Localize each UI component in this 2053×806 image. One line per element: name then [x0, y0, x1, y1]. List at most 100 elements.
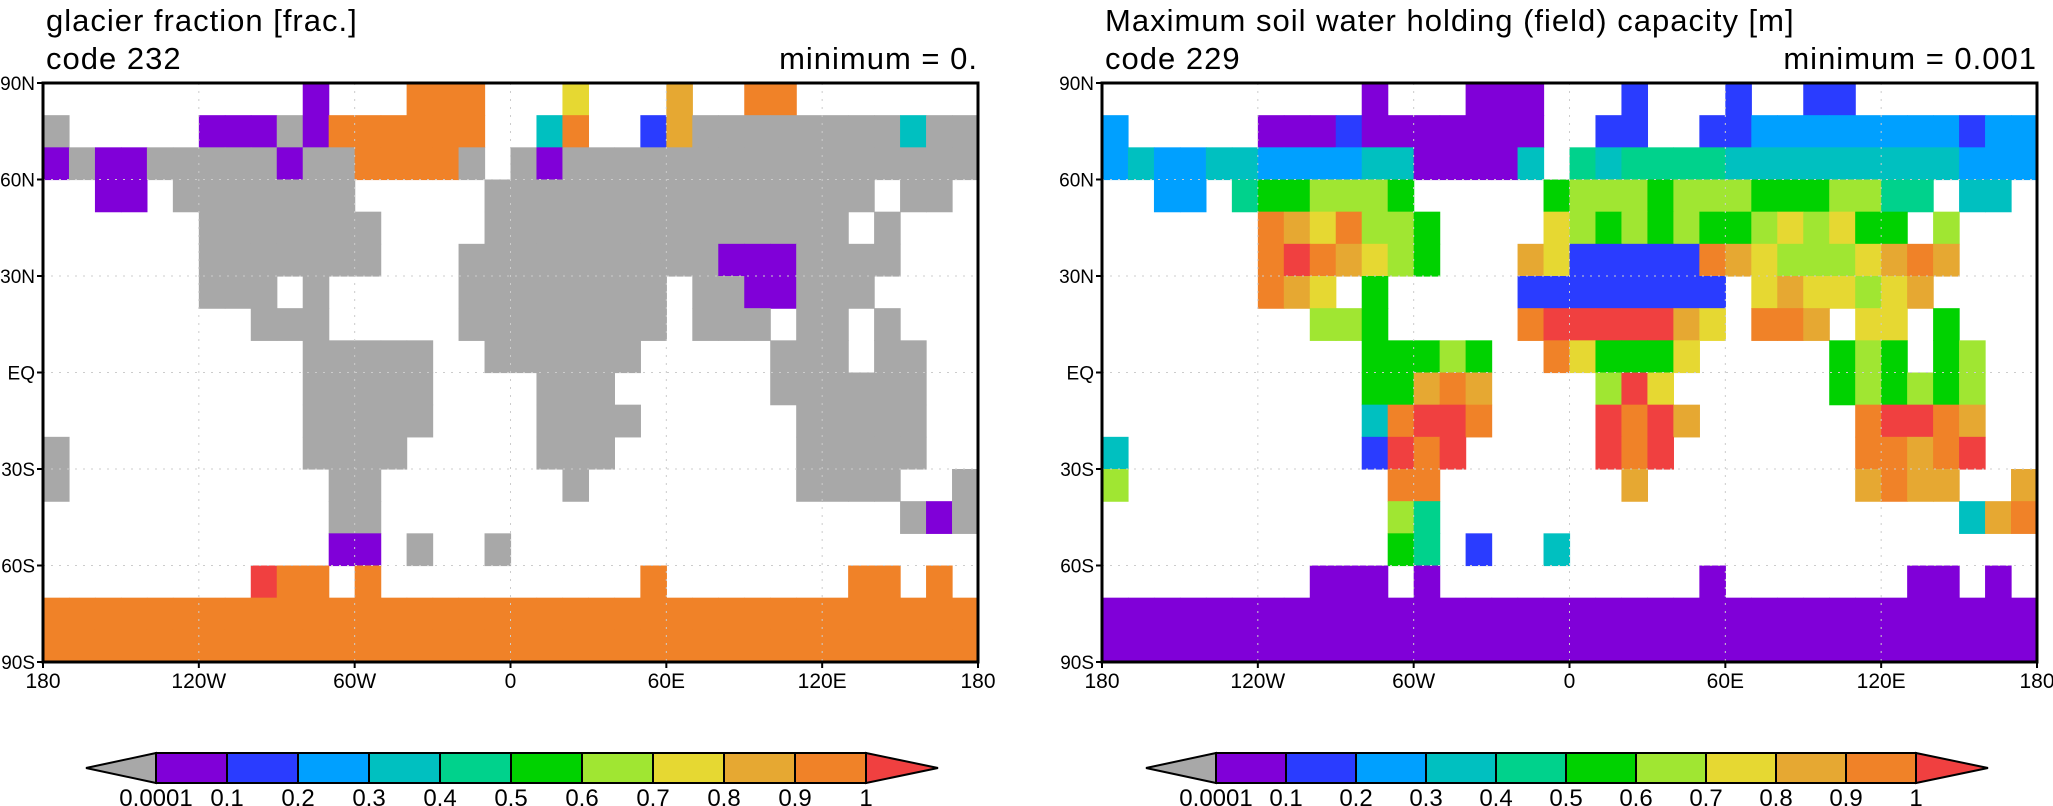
grid-cell: [562, 597, 590, 631]
grid-cell: [718, 276, 745, 309]
grid-cell: [1569, 308, 1597, 341]
grid-cell: [952, 147, 979, 181]
panel-title: glacier fraction [frac.]: [46, 3, 358, 38]
colorbar-under-triangle: [1145, 751, 1217, 785]
grid-cell: [1959, 629, 1986, 663]
grid-cell: [406, 340, 434, 374]
grid-cell: [1777, 276, 1804, 309]
grid-cell: [874, 597, 901, 631]
grid-cell: [1621, 404, 1649, 438]
grid-cell: [1335, 115, 1363, 148]
grid-cell: [1439, 372, 1467, 406]
grid-cell: [1699, 147, 1726, 181]
grid-cell: [614, 179, 641, 213]
grid-cell: [744, 308, 771, 341]
grid-cell: [328, 629, 356, 663]
grid-cell: [250, 276, 278, 309]
lon-tick-label: 60W: [333, 670, 376, 693]
grid-cell: [900, 404, 927, 438]
grid-cell: [1361, 340, 1389, 374]
grid-cell: [1959, 147, 1986, 181]
grid-cell: [614, 340, 641, 374]
grid-cell: [1543, 243, 1571, 277]
grid-cell: [484, 533, 512, 567]
grid-cell: [1959, 372, 1986, 406]
grid-cell: [380, 147, 408, 181]
grid-cell: [120, 147, 148, 181]
grid-cell: [1335, 211, 1363, 245]
grid-cell: [1621, 276, 1649, 309]
grid-cell: [952, 629, 979, 663]
grid-cell: [1257, 276, 1285, 309]
grid-cell: [848, 179, 875, 213]
colorbar-segment: [1845, 752, 1917, 784]
grid-cell: [380, 629, 408, 663]
grid-cell: [1543, 340, 1571, 374]
grid-cell: [1439, 115, 1467, 148]
grid-cell: [1855, 211, 1882, 245]
grid-cell: [1283, 211, 1311, 245]
lat-tick-label: 90S: [1, 653, 35, 674]
grid-cell: [1205, 629, 1233, 663]
grid-cell: [1673, 276, 1700, 309]
grid-cell: [1413, 501, 1441, 534]
grid-cell: [198, 597, 226, 631]
grid-cell: [900, 340, 927, 374]
grid-cell: [224, 179, 252, 213]
grid-cell: [1933, 147, 1960, 181]
grid-cell: [744, 629, 771, 663]
grid-cell: [1361, 147, 1389, 181]
colorbar-label: 0.8: [707, 785, 740, 806]
grid-cell: [614, 629, 641, 663]
lon-tick-label: 0: [505, 670, 517, 693]
colorbar-segment: [794, 752, 867, 784]
grid-cell: [1699, 243, 1726, 277]
grid-cell: [1231, 147, 1259, 181]
grid-cell: [250, 243, 278, 277]
grid-cell: [432, 629, 460, 663]
grid-cell: [484, 308, 512, 341]
grid-cell: [1153, 597, 1181, 631]
grid-cell: [354, 469, 382, 502]
grid-cell: [1153, 629, 1181, 663]
grid-cell: [822, 340, 849, 374]
grid-cell: [1881, 243, 1908, 277]
grid-cell: [328, 243, 356, 277]
grid-cell: [1517, 276, 1545, 309]
grid-cell: [1309, 115, 1337, 148]
grid-cell: [1102, 115, 1129, 148]
grid-cell: [1102, 629, 1129, 663]
grid-cell: [640, 211, 667, 245]
grid-cell: [406, 147, 434, 181]
grid-cell: [770, 276, 797, 309]
grid-cell: [1595, 115, 1623, 148]
grid-cell: [1153, 147, 1181, 181]
colorbar-label: 0.2: [281, 785, 314, 806]
grid-cell: [614, 276, 641, 309]
grid-cell: [874, 340, 901, 374]
grid-cell: [796, 372, 823, 406]
grid-cell: [1595, 404, 1623, 438]
grid-cell: [484, 340, 512, 374]
lat-tick-label: 60S: [1, 557, 35, 578]
grid-cell: [614, 308, 641, 341]
grid-cell: [146, 597, 174, 631]
grid-cell: [1881, 404, 1908, 438]
grid-cell: [120, 179, 148, 213]
grid-cell: [1517, 147, 1545, 181]
grid-cell: [822, 436, 849, 470]
grid-cell: [1803, 243, 1830, 277]
grid-cell: [43, 436, 70, 470]
grid-cell: [588, 243, 615, 277]
grid-cell: [1387, 597, 1415, 631]
grid-cell: [510, 597, 538, 631]
grid-cell: [588, 436, 615, 470]
grid-cell: [1361, 372, 1389, 406]
lon-tick-label: 60W: [1392, 670, 1435, 693]
grid-cell: [1127, 629, 1155, 663]
grid-cell: [926, 501, 953, 534]
colorbar-label: 0.5: [1549, 785, 1582, 806]
grid-cell: [1517, 308, 1545, 341]
grid-cell: [1491, 629, 1519, 663]
grid-cell: [1855, 340, 1882, 374]
